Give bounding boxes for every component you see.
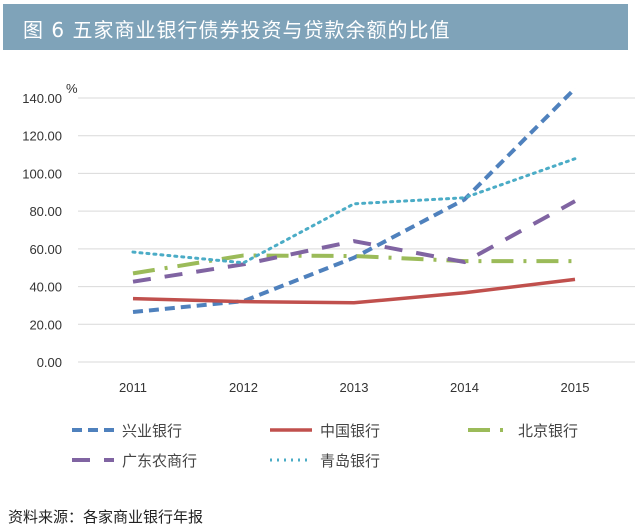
- y-tick-label: 80.00: [29, 204, 62, 219]
- y-tick-label: 40.00: [29, 280, 62, 295]
- legend-label: 北京银行: [518, 422, 578, 440]
- x-tick-label: 2015: [561, 380, 590, 395]
- series-line: [132, 253, 575, 276]
- legend-label: 兴业银行: [122, 422, 182, 440]
- x-tick-label: 2012: [229, 380, 258, 395]
- y-tick-label: 120.00: [22, 129, 62, 144]
- series-line: [131, 157, 577, 265]
- legend-label: 中国银行: [320, 422, 380, 440]
- series-line: [132, 199, 576, 284]
- legend-label: 广东农商行: [122, 452, 197, 470]
- source-note: 资料来源：各家商业银行年报: [8, 508, 204, 526]
- y-tick-label: 100.00: [22, 166, 62, 181]
- y-tick-label: 60.00: [29, 242, 62, 257]
- y-axis-unit: %: [66, 81, 78, 96]
- x-tick-label: 2011: [119, 380, 147, 395]
- y-tick-label: 20.00: [29, 317, 62, 332]
- chart-title-bar: 图 6 五家商业银行债券投资与贷款余额的比值: [3, 4, 628, 50]
- x-tick-label: 2013: [340, 380, 369, 395]
- x-tick-label: 2014: [450, 380, 479, 395]
- chart-title: 图 6 五家商业银行债券投资与贷款余额的比值: [23, 18, 451, 42]
- y-tick-label: 0.00: [37, 355, 62, 370]
- legend-label: 青岛银行: [320, 452, 380, 470]
- series-line: [132, 277, 576, 305]
- series-line: [132, 87, 577, 315]
- line-chart: 0.00 20.00 40.00 60.00 80.00 100.00 120.00 140.…: [22, 81, 635, 470]
- y-tick-label: 140.00: [22, 91, 62, 106]
